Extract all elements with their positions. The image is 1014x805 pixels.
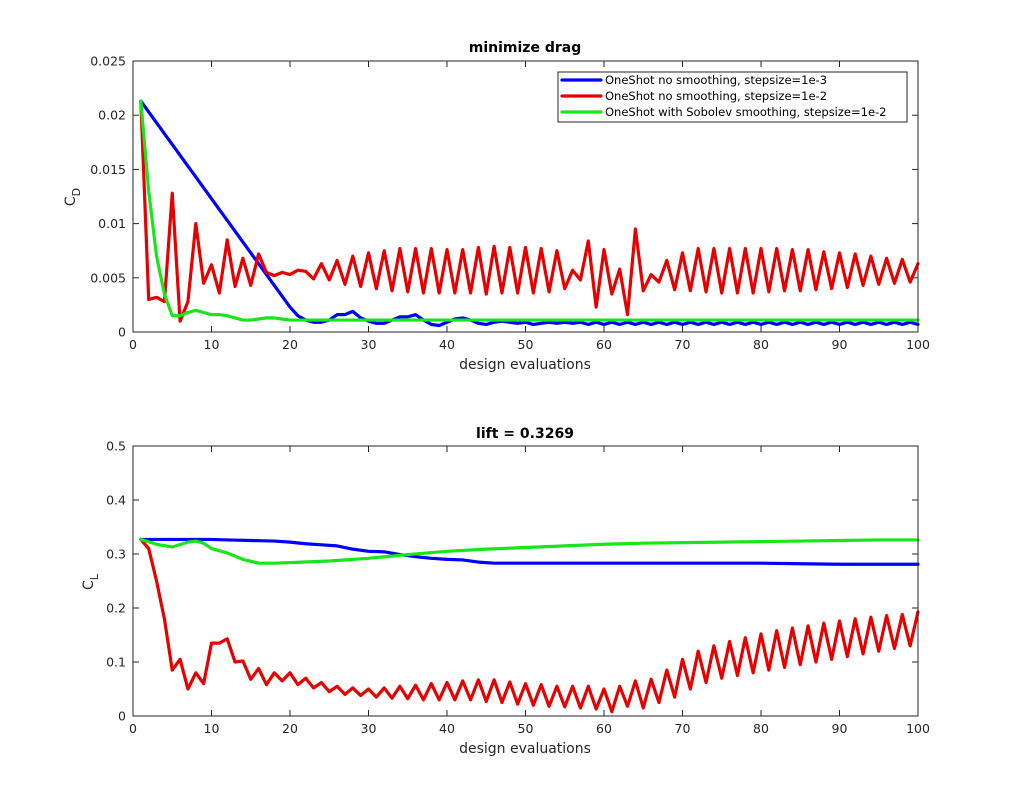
drag-y-tick-label: 0 bbox=[118, 325, 126, 340]
svg-text:CL: CL bbox=[81, 573, 101, 590]
drag-y-label-main: C bbox=[63, 196, 79, 206]
lift-x-tick-label: 0 bbox=[129, 721, 137, 736]
lift-x-tick-label: 40 bbox=[439, 721, 455, 736]
svg-text:CD: CD bbox=[63, 188, 83, 206]
drag-x-ticks: 0 10 20 30 40 50 60 70 80 90 100 bbox=[129, 61, 930, 352]
drag-x-tick-label: 50 bbox=[518, 337, 534, 352]
lift-x-tick-label: 90 bbox=[832, 721, 848, 736]
drag-x-tick-label: 40 bbox=[439, 337, 455, 352]
legend: OneShot no smoothing, stepsize=1e-3 OneS… bbox=[557, 71, 908, 123]
drag-y-tick-label: 0.02 bbox=[98, 108, 126, 123]
drag-y-tick-label: 0.01 bbox=[98, 216, 126, 231]
drag-x-tick-label: 60 bbox=[596, 337, 612, 352]
lift-y-axis-label: CL bbox=[81, 573, 101, 590]
lift-series-green bbox=[139, 537, 920, 565]
drag-x-tick-label: 0 bbox=[129, 337, 137, 352]
drag-x-tick-label: 80 bbox=[753, 337, 769, 352]
drag-x-tick-label: 70 bbox=[675, 337, 691, 352]
drag-y-label-sub: D bbox=[70, 188, 83, 196]
drag-series-green bbox=[139, 99, 920, 322]
lift-y-tick-label: 0.2 bbox=[106, 601, 126, 616]
drag-series bbox=[139, 99, 920, 328]
lift-plot: lift = 0.3269 0 0.1 0.2 0.3 0.4 0.5 0 10 20 30 40… bbox=[81, 426, 930, 757]
drag-x-tick-label: 30 bbox=[361, 337, 377, 352]
drag-y-tick-label: 0.005 bbox=[90, 270, 126, 285]
lift-x-tick-label: 80 bbox=[753, 721, 769, 736]
drag-plot: minimize drag 0 0.005 0.01 0.015 0.02 0.025 0… bbox=[63, 40, 930, 373]
drag-x-tick-label: 10 bbox=[204, 337, 220, 352]
legend-label-blue: OneShot no smoothing, stepsize=1e-3 bbox=[605, 73, 827, 87]
lift-y-tick-label: 0.5 bbox=[106, 439, 126, 454]
lift-x-tick-label: 10 bbox=[204, 721, 220, 736]
drag-y-axis-label: CD bbox=[63, 188, 83, 206]
drag-axes-box bbox=[132, 60, 919, 333]
drag-x-tick-label: 20 bbox=[282, 337, 298, 352]
drag-x-tick-label: 100 bbox=[906, 337, 930, 352]
lift-x-tick-label: 30 bbox=[361, 721, 377, 736]
lift-x-tick-label: 50 bbox=[518, 721, 534, 736]
lift-y-tick-label: 0.4 bbox=[106, 493, 126, 508]
lift-y-ticks: 0 0.1 0.2 0.3 0.4 0.5 bbox=[106, 439, 918, 724]
lift-x-axis-label: design evaluations bbox=[459, 741, 591, 757]
lift-x-tick-label: 70 bbox=[675, 721, 691, 736]
lift-y-label-main: C bbox=[81, 580, 97, 590]
legend-label-green: OneShot with Sobolev smoothing, stepsize… bbox=[605, 105, 887, 119]
lift-axes-box bbox=[132, 445, 919, 717]
lift-x-tick-label: 100 bbox=[906, 721, 930, 736]
drag-plot-title: minimize drag bbox=[469, 40, 581, 56]
drag-y-tick-label: 0.025 bbox=[90, 54, 126, 69]
drag-series-red bbox=[139, 99, 920, 323]
lift-y-label-sub: L bbox=[88, 573, 101, 580]
lift-y-tick-label: 0.3 bbox=[106, 547, 126, 562]
lift-x-tick-label: 60 bbox=[596, 721, 612, 736]
drag-x-axis-label: design evaluations bbox=[459, 357, 591, 373]
lift-plot-title: lift = 0.3269 bbox=[476, 426, 574, 442]
drag-x-tick-label: 90 bbox=[832, 337, 848, 352]
lift-x-tick-label: 20 bbox=[282, 721, 298, 736]
lift-y-tick-label: 0.1 bbox=[106, 655, 126, 670]
lift-series-red bbox=[139, 537, 920, 714]
legend-box bbox=[557, 71, 908, 123]
drag-y-tick-label: 0.015 bbox=[90, 162, 126, 177]
lift-x-ticks: 0 10 20 30 40 50 60 70 80 90 100 bbox=[129, 446, 930, 736]
lift-series bbox=[139, 537, 920, 714]
drag-series-blue bbox=[139, 99, 920, 328]
lift-y-tick-label: 0 bbox=[118, 709, 126, 724]
lift-series-blue bbox=[139, 537, 920, 566]
legend-label-red: OneShot no smoothing, stepsize=1e-2 bbox=[605, 89, 827, 103]
